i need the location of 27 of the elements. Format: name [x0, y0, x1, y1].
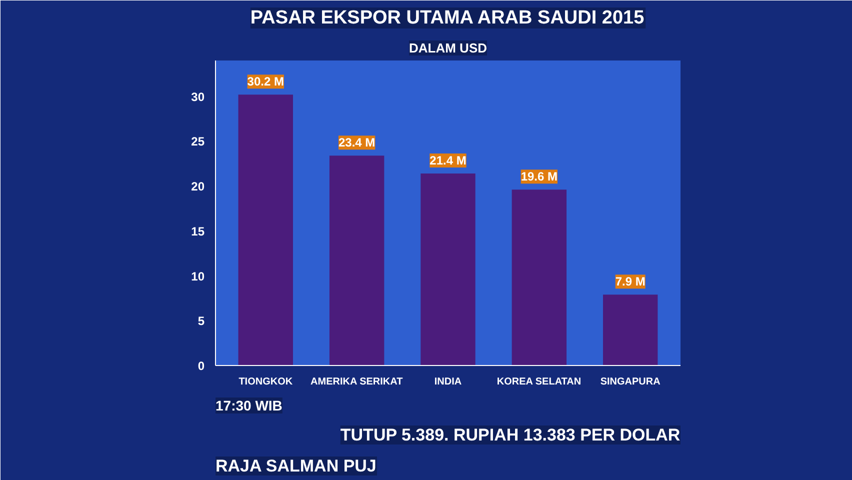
bar — [512, 190, 567, 366]
text: 17:30 WIB — [216, 398, 282, 414]
chart-title: PASAR EKSPOR UTAMA ARAB SAUDI 2015 — [250, 8, 645, 28]
y-tick-label: 25 — [191, 134, 205, 149]
data-label: 23.4 M — [338, 136, 376, 150]
x-tick-label: TIONGKOK — [238, 376, 294, 388]
y-tick-label: 5 — [198, 314, 205, 328]
data-label: 21.4 M — [430, 154, 466, 168]
data-label: 30.2 M — [247, 74, 284, 89]
text: RAJA SALMAN PUJ — [216, 456, 376, 476]
bar — [329, 156, 384, 366]
y-tick-label: 0 — [198, 359, 205, 373]
bar — [603, 294, 658, 366]
y-tick-label: 20 — [191, 180, 205, 194]
bar — [238, 94, 293, 366]
text: TUTUP 5.389. RUPIAH 13.383 PER DOLAR — [340, 426, 680, 444]
x-tick-label: SINGAPURA — [600, 376, 660, 388]
y-tick-label: 15 — [191, 224, 205, 238]
data-label: 19.6 M — [520, 170, 558, 184]
y-tick-label: 30 — [191, 90, 205, 104]
bar — [420, 174, 476, 366]
x-tick-label: AMERIKA SERIKAT — [310, 376, 403, 388]
chart-subtitle: DALAM USD — [409, 40, 488, 56]
data-label: 7.9 M — [615, 274, 646, 289]
x-tick-label: KOREA SELATAN — [496, 376, 582, 388]
x-tick-label: INDIA — [434, 376, 462, 388]
y-tick-label: 10 — [191, 269, 205, 284]
